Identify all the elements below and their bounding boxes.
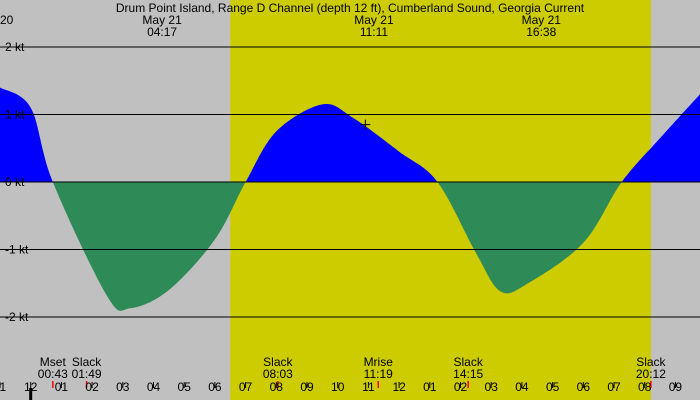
event-labels: Mset00:43Slack01:49Slack08:03Mrise11:19S… bbox=[38, 355, 667, 388]
y-tick-label: 2 kt bbox=[5, 40, 25, 54]
y-axis-labels: 2 kt 1 kt 0 kt -1 kt -2 kt bbox=[5, 40, 29, 324]
y-tick-label: 1 kt bbox=[5, 108, 25, 122]
current-curve bbox=[0, 87, 700, 311]
event-time: 20:12 bbox=[636, 367, 666, 381]
event-name: Mrise bbox=[364, 355, 394, 369]
event-name: Slack bbox=[72, 355, 102, 369]
hour-tick-label: 12 bbox=[24, 380, 38, 394]
hour-tick-label: 04 bbox=[147, 380, 161, 394]
chart-header: Drum Point Island, Range D Channel (dept… bbox=[0, 1, 585, 27]
hour-tick-label: 01 bbox=[55, 380, 69, 394]
event-time: 08:03 bbox=[263, 367, 293, 381]
chart-title: Drum Point Island, Range D Channel (dept… bbox=[116, 1, 585, 15]
event-time: 01:49 bbox=[72, 367, 102, 381]
hour-tick-label: 09 bbox=[669, 380, 683, 394]
hour-tick-label: 06 bbox=[208, 380, 222, 394]
event-name: Slack bbox=[454, 355, 484, 369]
hour-tick-label: 03 bbox=[116, 380, 130, 394]
hour-tick-label: 02 bbox=[454, 380, 468, 394]
event-time: 00:43 bbox=[38, 367, 68, 381]
flood-area bbox=[0, 87, 700, 182]
event-name: Slack bbox=[636, 355, 666, 369]
y-tick-label: -2 kt bbox=[5, 310, 29, 324]
corner-fragment: 20 bbox=[0, 13, 14, 27]
hour-tick-label: 02 bbox=[85, 380, 99, 394]
hour-tick-label: 09 bbox=[300, 380, 314, 394]
top-time-label: 16:38 bbox=[526, 25, 556, 39]
event-time: 11:19 bbox=[364, 367, 393, 381]
top-time-label: 04:17 bbox=[147, 25, 177, 39]
top-date-label: May 21 bbox=[522, 13, 562, 27]
event-name: Slack bbox=[263, 355, 293, 369]
hour-tick-label: 11 bbox=[0, 380, 7, 394]
hour-tick-label: 05 bbox=[178, 380, 192, 394]
hour-tick-label: 07 bbox=[239, 380, 253, 394]
hour-tick-label: 06 bbox=[577, 380, 591, 394]
ebb-area bbox=[0, 182, 700, 311]
event-time: 14:15 bbox=[453, 367, 483, 381]
y-tick-label: -1 kt bbox=[5, 243, 29, 257]
hour-tick-label: 08 bbox=[270, 380, 284, 394]
y-tick-label: 0 kt bbox=[5, 175, 25, 189]
hour-tick-label: 07 bbox=[607, 380, 621, 394]
hour-tick-label: 10 bbox=[331, 380, 345, 394]
hour-tick-label: 11 bbox=[362, 380, 375, 394]
night-band bbox=[650, 0, 700, 400]
event-name: Mset bbox=[40, 355, 67, 369]
top-date-label: May 21 bbox=[354, 13, 394, 27]
hour-tick-label: 08 bbox=[638, 380, 652, 394]
top-date-label: May 21 bbox=[142, 13, 182, 27]
top-time-label: 11:11 bbox=[360, 25, 389, 39]
hour-tick-label: 05 bbox=[546, 380, 560, 394]
now-marker bbox=[360, 119, 371, 130]
hour-tick-label: 04 bbox=[515, 380, 529, 394]
x-axis-ticks: 11 12 01 02 03 04 05 06 07 08 09 10 11 12 01 02 03 04 05 06… bbox=[0, 380, 682, 400]
hour-tick-label: 12 bbox=[392, 380, 406, 394]
hour-tick-label: 01 bbox=[423, 380, 437, 394]
hour-tick-label: 03 bbox=[485, 380, 499, 394]
gridlines bbox=[0, 46, 700, 318]
